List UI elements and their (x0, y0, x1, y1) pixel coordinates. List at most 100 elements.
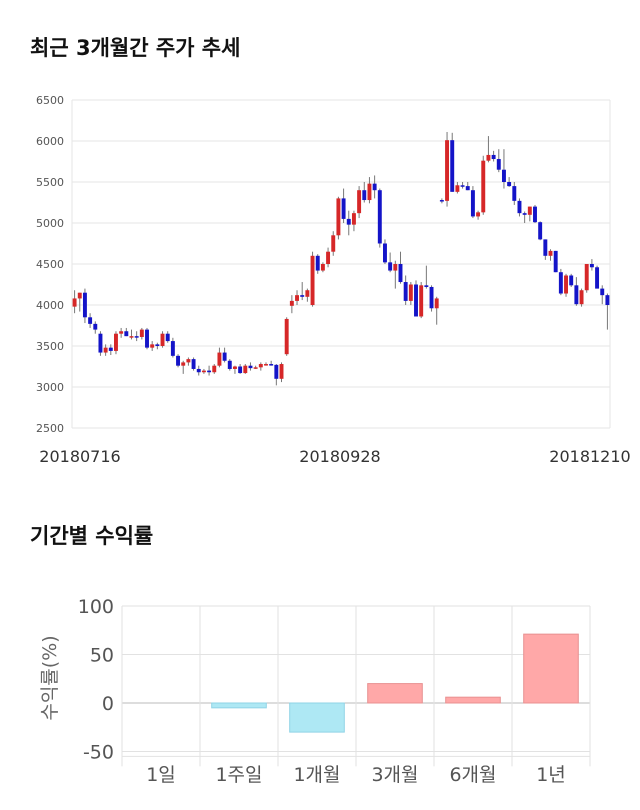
candle-body (295, 295, 299, 301)
candle-body (372, 183, 377, 191)
candle-body (512, 186, 517, 201)
candle-body (605, 295, 610, 305)
candle (434, 296, 439, 325)
candle-body (362, 190, 367, 201)
candle-body (201, 370, 206, 373)
candle (558, 268, 563, 296)
candle-body (450, 140, 455, 192)
candle-body (460, 185, 465, 187)
bar-x-tick-label: 1주일 (215, 764, 262, 786)
candle-body (279, 364, 284, 379)
candle (383, 239, 387, 264)
candle (548, 249, 553, 261)
candle-body (403, 282, 408, 301)
candle-body (310, 255, 315, 305)
candle-body (108, 347, 113, 351)
candle-body (196, 368, 201, 373)
candle (207, 365, 212, 376)
candle-body (186, 359, 191, 363)
candle (191, 357, 196, 371)
candle (129, 329, 134, 340)
candle-x-ticks: 20180716 20180928 20181210 (39, 447, 630, 466)
candle-body (507, 182, 512, 187)
candle-body (517, 200, 522, 214)
candle-y-tick-label: 2500 (36, 422, 64, 435)
candle (455, 182, 460, 194)
candle (372, 175, 377, 199)
candle-body (114, 333, 118, 351)
candle-body (207, 370, 212, 373)
candle (553, 250, 558, 273)
candle-body (243, 365, 248, 374)
candle-body (388, 262, 393, 271)
candle-body (119, 331, 124, 334)
candle-body (501, 169, 506, 182)
candle (501, 149, 506, 189)
candle-body (486, 154, 491, 161)
candle-y-tick-label: 5500 (36, 176, 64, 189)
candle-y-tick-label: 4500 (36, 258, 64, 271)
candle-body (445, 140, 450, 201)
bar-y-tick-label: 0 (102, 693, 114, 715)
candle (186, 357, 191, 366)
bar-y-ticks: 100 50 0 -50 (78, 596, 114, 764)
candle (201, 368, 206, 374)
candle (481, 155, 486, 215)
candle (77, 292, 82, 312)
bar-x-tick-label: 1일 (146, 764, 176, 786)
candle-body (88, 317, 93, 324)
candle-body (176, 355, 181, 366)
candle (295, 290, 299, 305)
candle (98, 331, 103, 356)
candle (222, 347, 227, 363)
candle-x-tick-label: 20180928 (299, 447, 380, 466)
candle (227, 359, 232, 371)
candle-body (470, 190, 475, 217)
bar-x-ticks: 1일 1주일 1개월 3개월 6개월 1년 (146, 764, 566, 786)
price-trend-title: 최근 3개월간 주가 추세 (30, 36, 241, 60)
return-bar (445, 696, 501, 704)
candle-body (522, 213, 527, 215)
candle (533, 204, 537, 223)
candle (300, 282, 305, 301)
candle-body (300, 295, 305, 297)
candle-body (341, 198, 346, 219)
candle (605, 293, 610, 330)
candle-body (129, 336, 134, 338)
candle-body (351, 213, 356, 225)
bar-x-tick-label: 1개월 (293, 764, 340, 786)
candle (429, 285, 434, 312)
candle-body (227, 360, 232, 369)
candle-body (377, 190, 382, 244)
candle (507, 177, 512, 187)
candle (589, 259, 594, 271)
candle (274, 364, 279, 386)
candle (341, 188, 346, 223)
candle-body (165, 333, 170, 342)
candle-body (564, 275, 568, 294)
return-bar (211, 702, 267, 709)
candle (564, 273, 568, 297)
candlestick-chart: 2500 3000 3500 4000 4500 5000 5500 6000 6500 201… (36, 94, 631, 466)
candle-y-tick-label: 3500 (36, 340, 64, 353)
candle-body (191, 359, 196, 369)
candle (517, 198, 522, 217)
candle (310, 251, 315, 307)
candle-body (155, 344, 160, 346)
candle-body (289, 300, 294, 306)
candle-body (134, 336, 139, 338)
candle-body (398, 264, 403, 283)
candle (362, 182, 367, 203)
candle-body (367, 183, 372, 201)
candle (465, 182, 470, 191)
candle (569, 273, 574, 287)
candle (419, 282, 424, 319)
candle (388, 252, 393, 273)
candle (486, 136, 491, 163)
candle-body (455, 185, 460, 192)
candle-body (145, 329, 149, 348)
candle-body (269, 364, 274, 366)
bar-x-tick-label: 6개월 (449, 764, 496, 786)
candle-body (346, 218, 351, 225)
candle (212, 364, 217, 374)
